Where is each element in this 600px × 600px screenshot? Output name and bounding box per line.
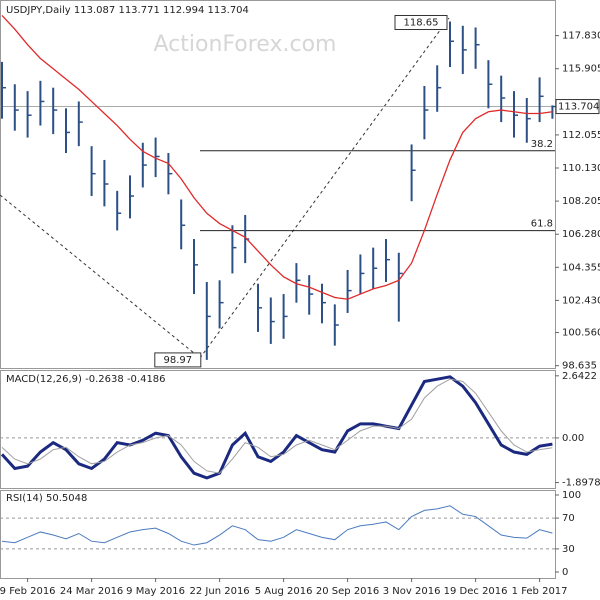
- price-header: USDJPY,Daily 113.087 113.771 112.994 113…: [6, 5, 249, 16]
- y-tick-label: 0: [562, 567, 568, 578]
- trend-line: [0, 194, 201, 359]
- x-tick-label: 5 Aug 2016: [255, 586, 313, 597]
- y-tick-label: 112.055: [562, 130, 600, 141]
- x-tick-label: 3 Nov 2016: [383, 586, 441, 597]
- y-tick-label: 117.830: [562, 31, 600, 42]
- macd-header: MACD(12,26,9) -0.2638 -0.4186: [6, 374, 166, 385]
- x-tick-label: 24 Mar 2016: [60, 586, 123, 597]
- y-tick-label: 100: [562, 490, 581, 501]
- y-tick-label: 0.00: [562, 433, 584, 444]
- y-tick-label: 98.635: [562, 361, 597, 372]
- x-tick-label: 9 May 2016: [126, 586, 185, 597]
- high-label: 118.65: [404, 17, 439, 28]
- y-tick-label: 2.6422: [562, 371, 597, 382]
- label-box: [394, 14, 448, 30]
- y-tick-label: 104.355: [562, 262, 600, 273]
- x-tick-label: 1 Feb 2017: [512, 586, 568, 597]
- watermark: ActionForex.com: [154, 32, 337, 57]
- rsi-header: RSI(14) 50.5048: [6, 493, 87, 504]
- line-series: [1, 505, 553, 546]
- trend-line: [199, 17, 450, 359]
- label-box: [154, 352, 202, 368]
- y-tick-label: 30: [562, 544, 575, 555]
- moving-average: [1, 15, 553, 300]
- y-tick-label: 110.130: [562, 163, 600, 174]
- x-tick-label: 19 Dec 2016: [444, 586, 508, 597]
- price-panel: [0, 0, 556, 369]
- low-label: 98.97: [163, 355, 192, 366]
- x-tick-label: 20 Sep 2016: [316, 586, 379, 597]
- price-label: 113.704: [558, 102, 599, 113]
- y-tick-label: 108.205: [562, 196, 600, 207]
- y-tick-label: 70: [562, 513, 575, 524]
- fib-label: 61.8: [531, 219, 553, 230]
- line-series: [0, 375, 553, 480]
- fib-label: 38.2: [531, 139, 553, 150]
- y-tick-label: 106.280: [562, 229, 600, 240]
- line-series: [1, 378, 553, 474]
- x-tick-label: 22 Jun 2016: [190, 586, 250, 597]
- y-tick-label: 102.430: [562, 295, 600, 306]
- rsi-panel: [0, 490, 556, 579]
- y-tick-label: -1.8978: [562, 478, 600, 489]
- macd-panel: [0, 370, 556, 489]
- y-tick-label: 100.560: [562, 328, 600, 339]
- x-tick-label: 9 Feb 2016: [0, 586, 56, 597]
- price-box: [555, 99, 600, 115]
- y-tick-label: 115.905: [562, 64, 600, 75]
